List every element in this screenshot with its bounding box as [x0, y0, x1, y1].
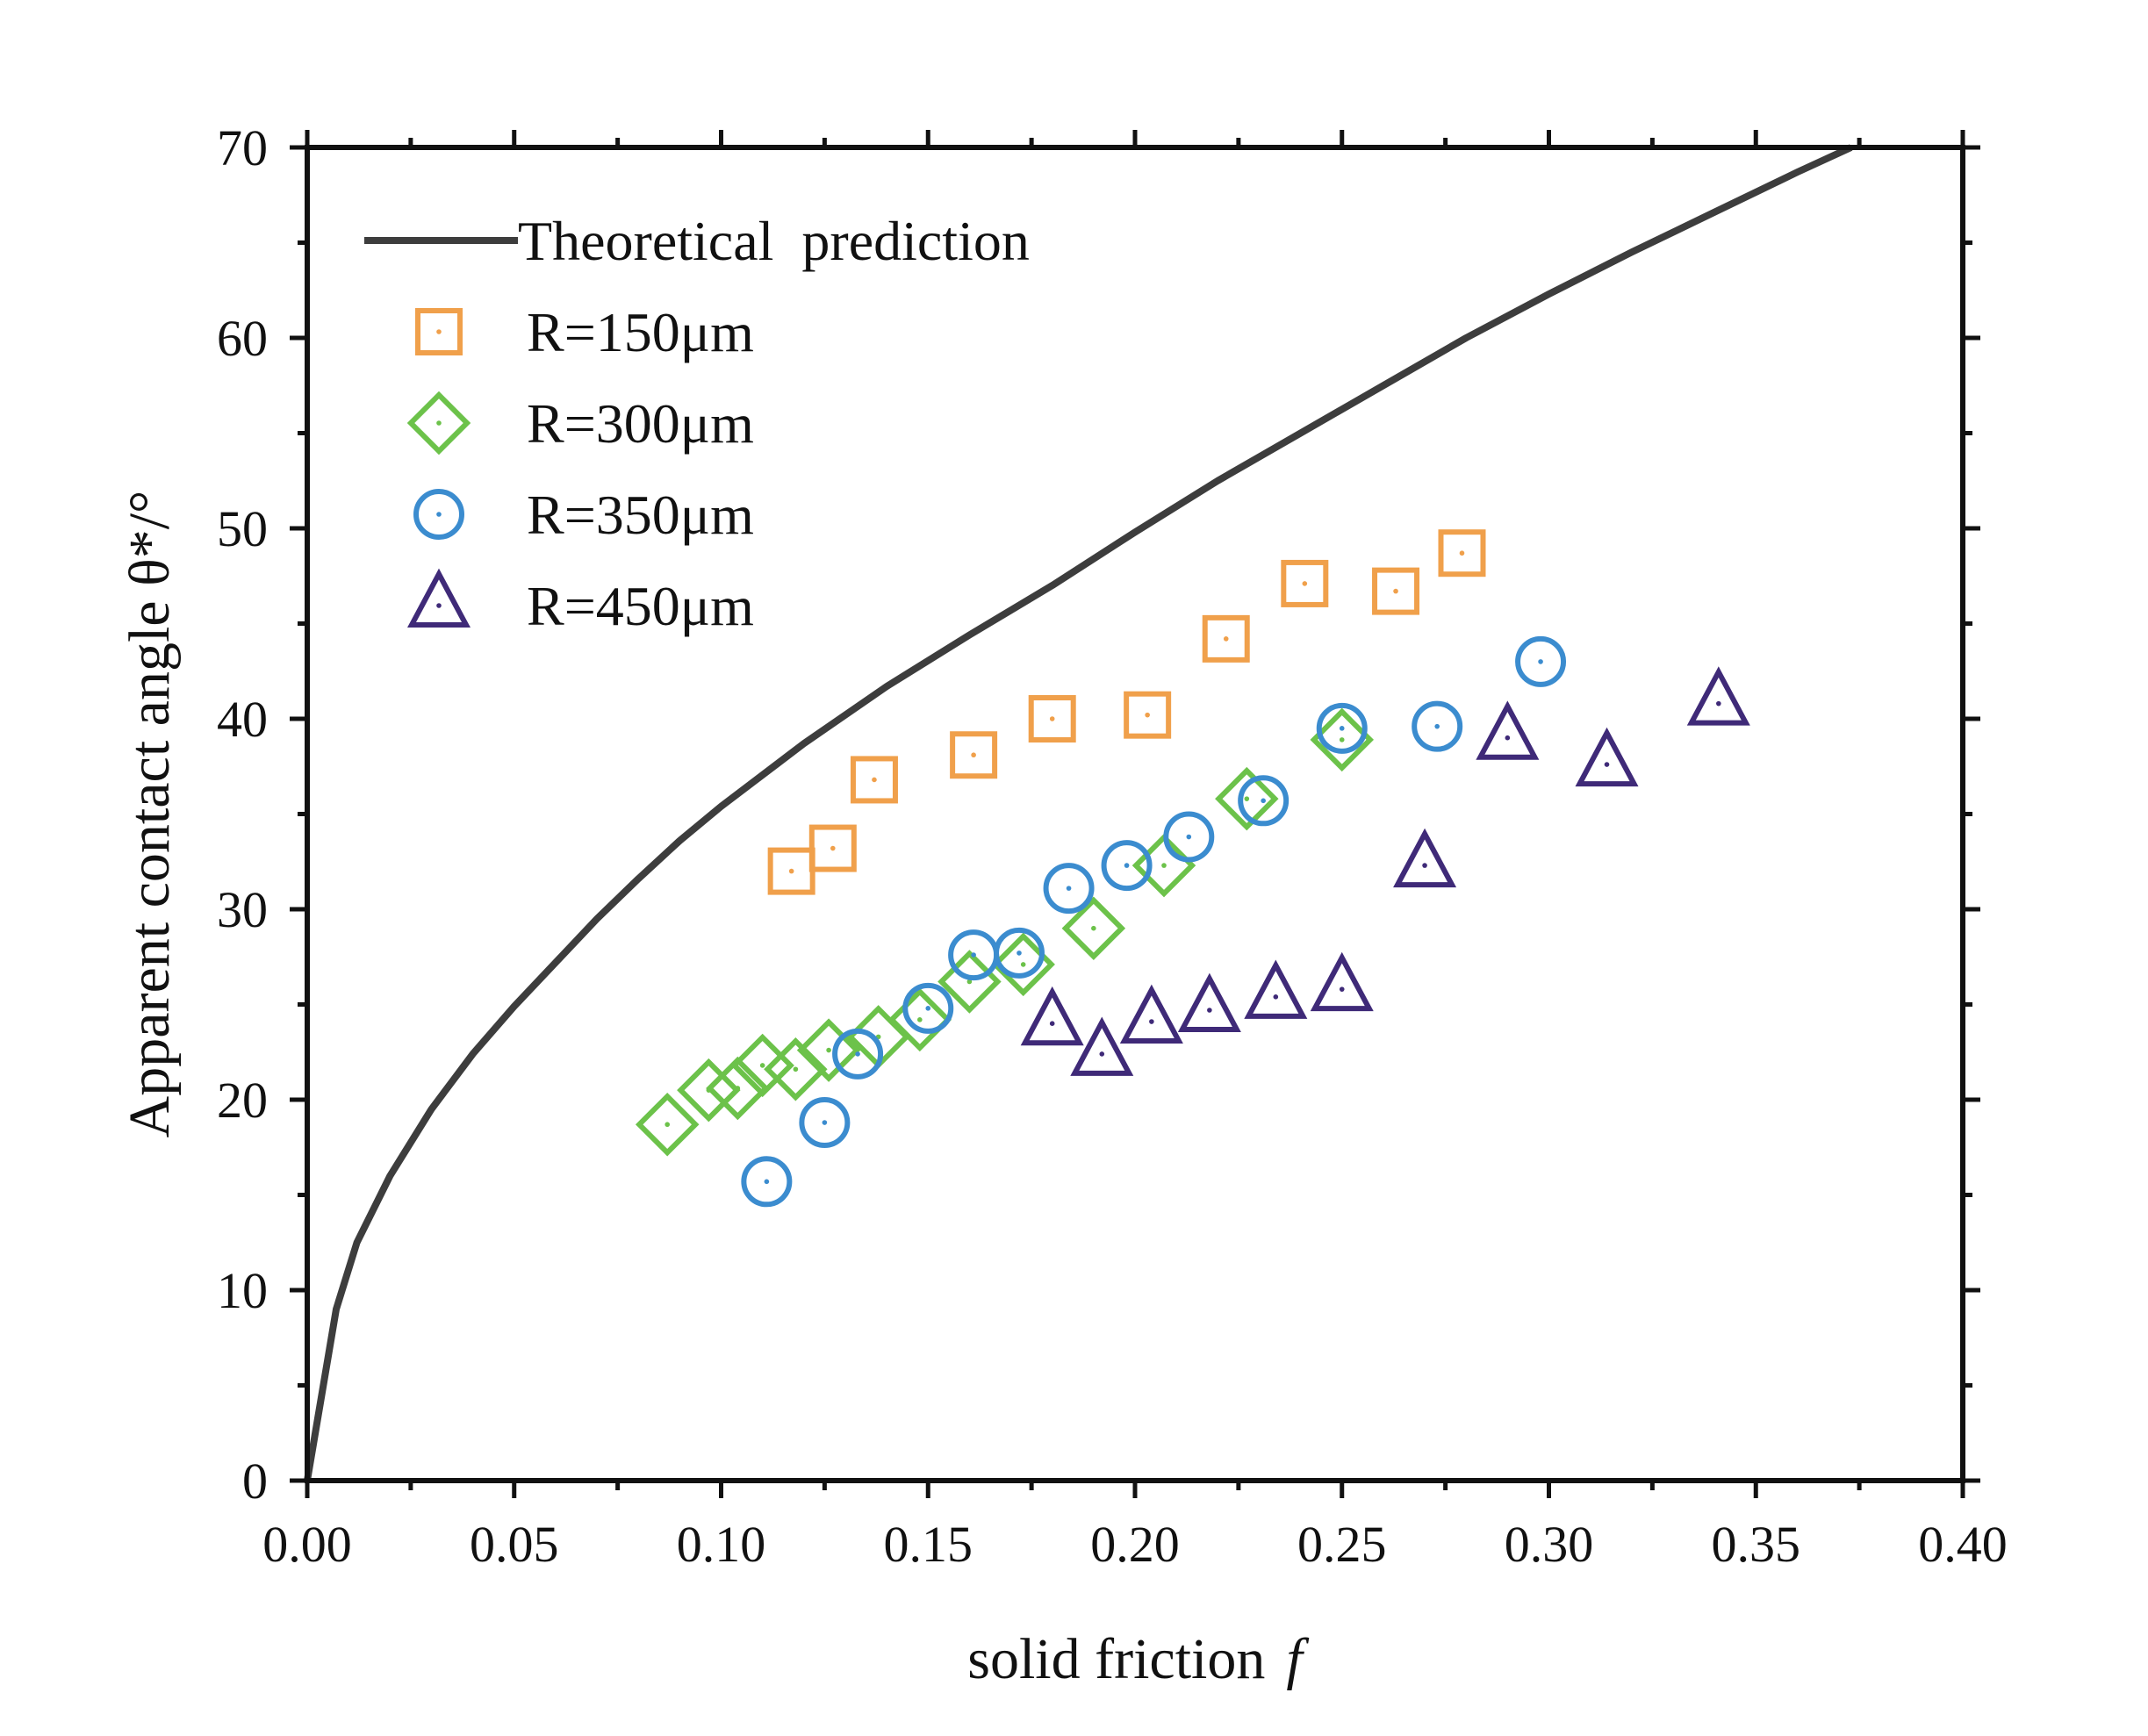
data-point-square	[1372, 567, 1420, 615]
data-point-circle	[948, 929, 1000, 981]
data-point-diamond	[1061, 896, 1126, 960]
y-tick-label: 10	[217, 1262, 268, 1319]
series-square	[767, 529, 1486, 895]
legend-label-circle: R=350μm	[527, 484, 754, 546]
data-point-diamond	[1131, 833, 1196, 898]
data-point-circle	[993, 927, 1045, 979]
x-tick-label: 0.15	[884, 1516, 973, 1573]
y-tick-label: 20	[217, 1072, 268, 1129]
data-point-square	[1438, 529, 1486, 577]
series-circle	[741, 635, 1567, 1208]
y-tick-label: 50	[217, 500, 268, 557]
x-tick-label: 0.00	[262, 1516, 352, 1573]
data-point-circle	[902, 982, 954, 1034]
data-point-triangle	[1177, 972, 1241, 1033]
x-tick-label: 0.40	[1918, 1516, 2008, 1573]
data-point-square	[1281, 559, 1329, 607]
data-point-circle	[1515, 635, 1567, 687]
ticks-layer: 0.00 0.05 0.10 0.15 0.20 0.25 0.30 0.35 0.40 0 10 2…	[217, 119, 2008, 1573]
plot-layer	[304, 144, 1853, 1481]
data-point-circle	[832, 1028, 884, 1080]
series-triangle	[1020, 666, 1750, 1076]
data-point-circle	[1163, 811, 1215, 863]
theoretical-prediction-line	[304, 144, 1853, 1481]
x-axis-title-symbol: f	[1286, 1627, 1309, 1691]
y-tick-label: 70	[217, 119, 268, 176]
data-point-triangle	[1686, 666, 1750, 726]
legend-triangle-swatch	[406, 568, 471, 628]
x-tick-label: 0.05	[470, 1516, 559, 1573]
data-point-circle	[1043, 863, 1095, 915]
data-point-circle	[1238, 775, 1290, 827]
data-point-triangle	[1020, 986, 1084, 1046]
data-point-circle	[1412, 700, 1463, 752]
y-tick-label: 30	[217, 881, 268, 938]
data-point-triangle	[1119, 984, 1183, 1044]
y-axis-title: Apparent contact angle θ*/°	[118, 491, 182, 1138]
data-point-triangle	[1476, 700, 1540, 760]
data-point-triangle	[1244, 959, 1308, 1019]
x-tick-label: 0.20	[1090, 1516, 1180, 1573]
y-tick-label: 60	[217, 310, 268, 367]
data-point-square	[1124, 691, 1172, 739]
data-point-square	[1028, 695, 1076, 742]
data-point-circle	[741, 1156, 793, 1208]
data-point-circle	[1101, 840, 1153, 892]
data-point-square	[950, 731, 998, 779]
data-point-triangle	[1070, 1016, 1134, 1076]
data-point-diamond	[1310, 707, 1374, 772]
data-point-diamond	[764, 1037, 828, 1101]
x-axis-title-text: solid friction	[967, 1627, 1265, 1691]
data-point-diamond	[1215, 766, 1279, 831]
legend-square-swatch	[415, 308, 463, 355]
data-point-triangle	[1310, 951, 1374, 1012]
x-tick-label: 0.35	[1712, 1516, 1801, 1573]
y-tick-label: 40	[217, 691, 268, 748]
data-point-circle	[799, 1097, 851, 1149]
x-tick-label: 0.25	[1297, 1516, 1387, 1573]
legend-diamond-swatch	[406, 391, 471, 456]
x-axis-title: solid friction f	[967, 1627, 1309, 1691]
data-point-square	[1202, 614, 1250, 663]
x-tick-label: 0.30	[1505, 1516, 1594, 1573]
legend-circle-swatch	[413, 489, 464, 540]
data-point-square	[808, 824, 857, 872]
legend-label-diamond: R=300μm	[527, 392, 754, 455]
legend: Theoretical prediction R=150μm R=300μm R=35…	[364, 210, 1030, 637]
data-point-diamond	[706, 1056, 770, 1121]
data-point-square	[767, 847, 815, 895]
data-point-diamond	[887, 987, 952, 1052]
data-point-triangle	[1575, 727, 1639, 787]
legend-label-triangle: R=450μm	[527, 575, 754, 637]
y-tick-label: 0	[242, 1453, 268, 1510]
legend-label-square: R=150μm	[527, 301, 754, 363]
x-tick-label: 0.10	[677, 1516, 766, 1573]
legend-label-theoretical: Theoretical prediction	[518, 210, 1030, 272]
data-point-square	[850, 756, 898, 804]
data-point-triangle	[1393, 828, 1457, 888]
data-point-diamond	[635, 1092, 700, 1157]
data-point-diamond	[796, 1018, 861, 1082]
data-point-circle	[1316, 702, 1368, 754]
